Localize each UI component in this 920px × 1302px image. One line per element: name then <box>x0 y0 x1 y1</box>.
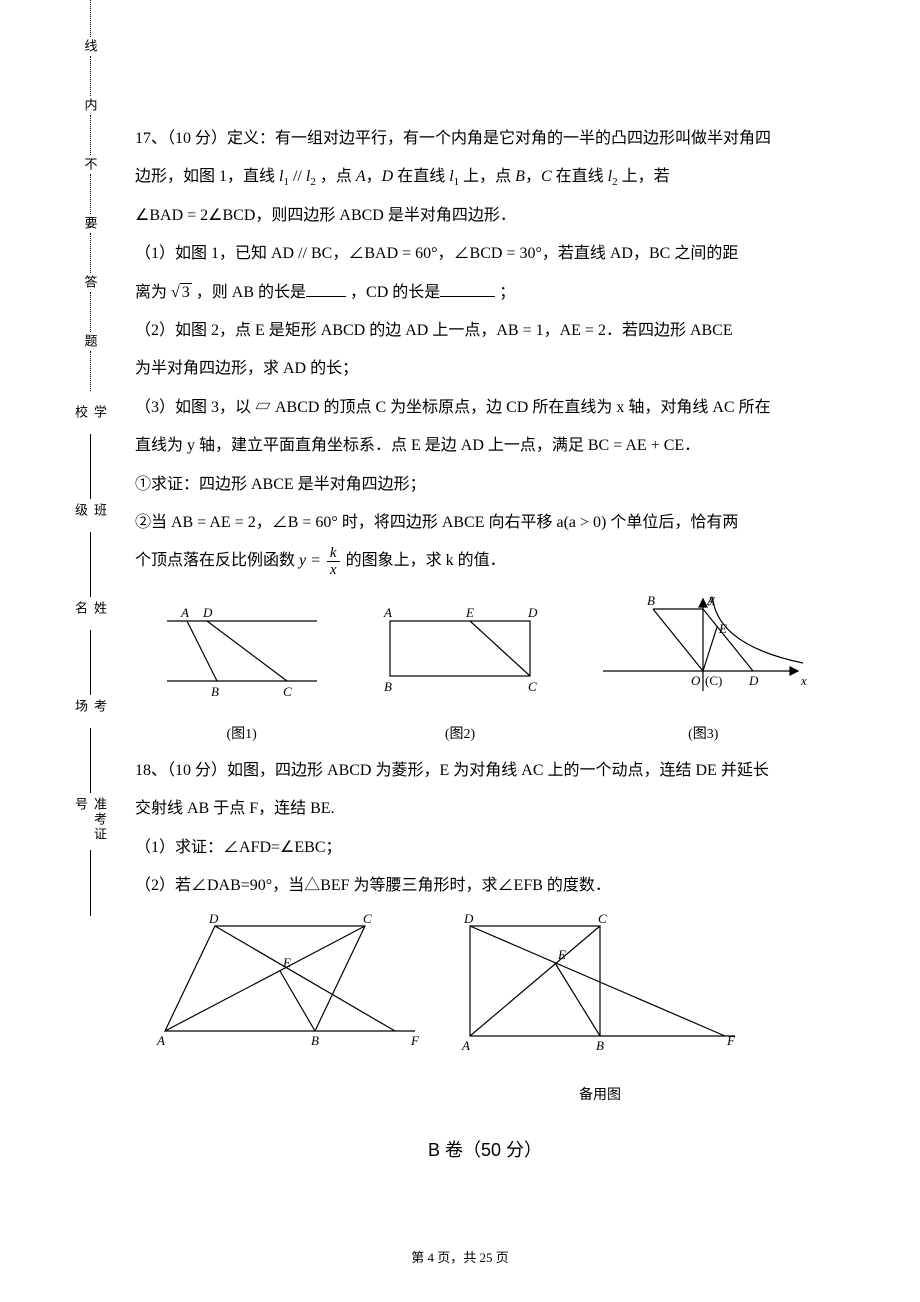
label-name: 姓名 <box>71 601 109 626</box>
svg-text:C: C <box>283 684 292 699</box>
q17-p2a: （2）如图 2，点 E 是矩形 ABCD 的边 AD 上一点，AB = 1，AE… <box>135 312 835 350</box>
seal-char: 题 <box>81 334 100 349</box>
svg-text:B: B <box>211 684 219 699</box>
q17-p3d: ②当 AB = AE = 2，∠B = 60° 时，将四边形 ABCE 向右平移… <box>135 504 835 542</box>
q18-intro-a: 如图，四边形 ABCD 为菱形，E 为对角线 AC 上的一个动点，连结 DE 并… <box>227 762 769 779</box>
q17-number: 17 <box>135 130 151 147</box>
figure-2: A E D B C (图2) <box>370 601 550 752</box>
q18-figures: D C A B E F <box>155 911 835 1112</box>
svg-text:y: y <box>707 591 715 606</box>
binding-margin: 学校 班级 姓名 考场 准考证号 密 封 线 内 不 要 答 题 <box>60 120 120 920</box>
fig1-label: (图1) <box>157 718 327 752</box>
seal-char: 线 <box>81 39 100 54</box>
fig3-label: (图3) <box>593 718 813 752</box>
section-b-heading: B 卷（50 分） <box>135 1129 835 1172</box>
svg-text:F: F <box>726 1033 736 1048</box>
svg-text:E: E <box>465 605 474 620</box>
svg-text:O: O <box>691 673 701 688</box>
figure-3: B A E O (C) D x y (图3) <box>593 591 813 752</box>
label-class: 班级 <box>71 503 109 528</box>
fig2-svg: A E D B C <box>370 601 550 701</box>
label-room: 考场 <box>71 699 109 724</box>
q18-fig1-svg: D C A B E F <box>155 911 435 1061</box>
svg-text:A: A <box>156 1033 165 1048</box>
svg-text:x: x <box>800 673 807 688</box>
fig2-label: (图2) <box>370 718 550 752</box>
page-footer: 第 4 页，共 25 页 <box>0 1247 920 1266</box>
svg-text:D: D <box>463 911 474 926</box>
seal-char: 内 <box>81 98 100 113</box>
svg-text:E: E <box>282 955 291 970</box>
svg-text:C: C <box>598 911 607 926</box>
q18-figure-main: D C A B E F <box>155 911 435 1112</box>
svg-text:D: D <box>208 911 219 926</box>
fig1-svg: A D B C <box>157 601 327 701</box>
svg-text:D: D <box>527 605 538 620</box>
q18-fig2-svg: D C A B E F <box>455 911 745 1061</box>
svg-text:A: A <box>461 1038 470 1053</box>
q17-p1a: （1）如图 1，已知 AD // BC，∠BAD = 60°，∠BCD = 30… <box>135 235 835 273</box>
q18-figure-backup: D C A B E F 备用图 <box>455 911 745 1112</box>
q18-line1: 18、（10 分）如图，四边形 ABCD 为菱形，E 为对角线 AC 上的一个动… <box>135 752 835 790</box>
q18-number: 18 <box>135 762 151 779</box>
page-content: 17、（10 分）定义：有一组对边平行，有一个内角是它对角的一半的凸四边形叫做半… <box>135 120 835 1172</box>
svg-text:E: E <box>557 947 566 962</box>
svg-text:B: B <box>596 1038 604 1053</box>
fig3-svg: B A E O (C) D x y <box>593 591 813 701</box>
svg-text:B: B <box>647 593 655 608</box>
q17-p3c: ①求证：四边形 ABCE 是半对角四边形； <box>135 466 835 504</box>
label-school: 学校 <box>71 405 109 430</box>
q17-p2b: 为半对角四边形，求 AD 的长； <box>135 350 835 388</box>
seal-line: 密 封 线 内 不 要 答 题 <box>60 0 120 393</box>
svg-text:B: B <box>311 1033 319 1048</box>
q18-p2: （2）若∠DAB=90°，当△BEF 为等腰三角形时，求∠EFB 的度数． <box>135 867 835 905</box>
q18-points: （10 分） <box>167 762 227 779</box>
svg-text:F: F <box>410 1033 420 1048</box>
q17-p3e: 个顶点落在反比例函数 y = kx 的图象上，求 k 的值． <box>135 542 835 580</box>
svg-text:A: A <box>180 605 189 620</box>
q17-p1b: 离为 √3 ，则 AB 的长是 ，CD 的长是 ； <box>135 274 835 312</box>
q17-figures: A D B C (图1) A E D B C <box>135 591 835 752</box>
student-info-line: 学校 班级 姓名 考场 准考证号 <box>60 405 120 920</box>
svg-text:C: C <box>363 911 372 926</box>
seal-char: 不 <box>81 157 100 172</box>
svg-text:D: D <box>202 605 213 620</box>
q17-line3: ∠BAD = 2∠BCD，则四边形 ABCD 是半对角四边形． <box>135 197 835 235</box>
q17-points: （10 分） <box>167 130 227 147</box>
label-examno: 准考证号 <box>71 797 109 846</box>
svg-text:E: E <box>718 621 727 636</box>
q18-p1: （1）求证：∠AFD=∠EBC； <box>135 829 835 867</box>
svg-text:C: C <box>528 679 537 694</box>
backup-fig-label: 备用图 <box>455 1079 745 1113</box>
q17-p3a: （3）如图 3，以 ▱ ABCD 的顶点 C 为坐标原点，边 CD 所在直线为 … <box>135 389 835 427</box>
seal-char: 要 <box>81 216 100 231</box>
svg-text:B: B <box>384 679 392 694</box>
svg-text:A: A <box>383 605 392 620</box>
q17-p3b: 直线为 y 轴，建立平面直角坐标系．点 E 是边 AD 上一点，满足 BC = … <box>135 427 835 465</box>
q18-line2: 交射线 AB 于点 F，连结 BE. <box>135 790 835 828</box>
q17-intro1: 定义：有一组对边平行，有一个内角是它对角的一半的凸四边形叫做半对角四 <box>227 130 771 147</box>
q17-line1: 17、（10 分）定义：有一组对边平行，有一个内角是它对角的一半的凸四边形叫做半… <box>135 120 835 158</box>
seal-char: 答 <box>81 275 100 290</box>
svg-text:D: D <box>748 673 759 688</box>
svg-text:(C): (C) <box>705 673 722 688</box>
q17-line2: 边形，如图 1，直线 l1 // l2 ，点 A，D 在直线 l1 上，点 B，… <box>135 158 835 196</box>
figure-1: A D B C (图1) <box>157 601 327 752</box>
